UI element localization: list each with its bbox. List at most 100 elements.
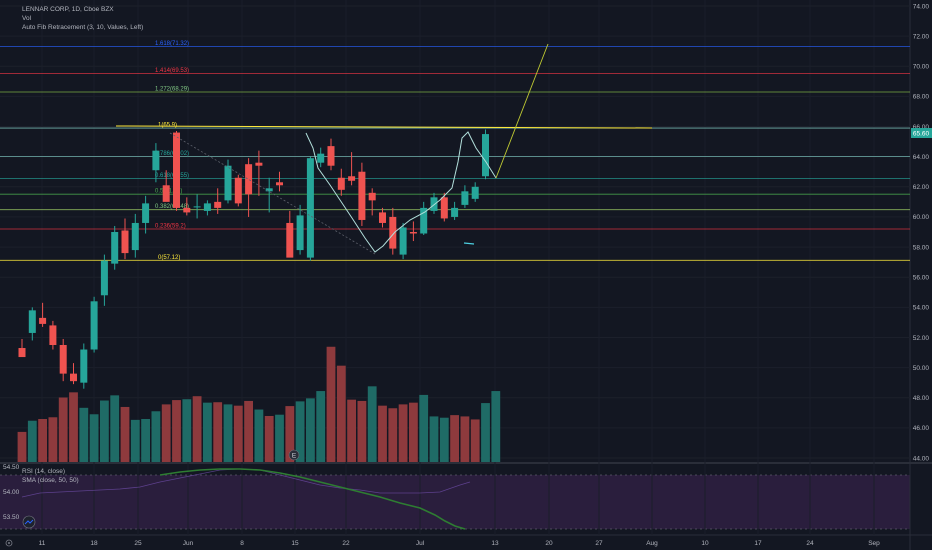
candle (142, 195, 150, 234)
time-tick-label: 27 (595, 540, 603, 547)
sma-line (159, 468, 466, 530)
candle-body (49, 325, 57, 345)
volume-bar (367, 386, 377, 462)
sma-legend[interactable]: SMA (close, 50, 50) (22, 477, 79, 484)
candle (234, 174, 242, 207)
price-tick-label: 58.00 (913, 244, 930, 251)
drawings[interactable] (115, 43, 653, 255)
rsi-legend[interactable]: RSI (14, close) (22, 468, 65, 475)
candle-body (80, 349, 88, 383)
price-tick-label: 52.00 (913, 335, 930, 342)
small-mark[interactable] (463, 242, 475, 245)
candle-body (358, 171, 366, 220)
candle-body (245, 164, 253, 195)
time-axis[interactable]: 11 18 25 Jun 8 15 22 Jul 13 20 27 Aug 10 17 24 Sep (39, 540, 881, 547)
candle-body (152, 150, 160, 171)
candle-body (121, 230, 129, 254)
candle-body (409, 232, 417, 234)
candle-body (337, 177, 345, 190)
candle-body (203, 203, 211, 211)
time-tick-label: Aug (646, 540, 658, 547)
time-tick-label: 10 (701, 540, 709, 547)
candle-body (440, 197, 448, 219)
candle-body (471, 186, 479, 199)
time-tick-label: 22 (342, 540, 350, 547)
candle (193, 194, 201, 219)
candle (399, 222, 407, 260)
fib-level-label: 0(57.12) (158, 255, 180, 261)
rsi-band (0, 475, 910, 529)
volume-bar (79, 407, 89, 462)
price-tick-label: 72.00 (913, 33, 930, 40)
candle-body (276, 182, 283, 186)
fib-level-label: 0.382(60.48) (155, 204, 189, 210)
fib-level-label: 0.618(62.55) (155, 173, 189, 179)
candle (245, 158, 253, 217)
time-tick-label: 25 (134, 540, 142, 547)
candle-body (286, 222, 294, 258)
time-tick-label: Jul (416, 540, 425, 547)
time-tick-label: 20 (545, 540, 553, 547)
volume-bar (316, 391, 326, 462)
time-tick-label: 18 (90, 540, 98, 547)
candle-body (296, 215, 304, 251)
legend-vol[interactable]: Vol (22, 15, 32, 22)
volume-bar (264, 415, 274, 462)
candle (430, 192, 438, 214)
price-tick-label: 70.00 (913, 64, 930, 71)
fib-level-label: 0.236(59.2) (155, 223, 186, 229)
candle-body (399, 227, 407, 255)
current-price-tag-bg (911, 128, 932, 138)
price-tick-label: 62.00 (913, 184, 930, 191)
candle (59, 338, 67, 382)
candle (368, 188, 376, 216)
volume-bar (141, 419, 150, 462)
price-axis[interactable]: 74.00 72.00 70.00 68.00 66.00 64.00 62.00 60.00… (913, 3, 930, 462)
candle (379, 207, 386, 228)
price-tick-label: 68.00 (913, 94, 930, 101)
candle-body (162, 185, 170, 202)
volume-bar (120, 406, 130, 462)
candle (18, 338, 26, 358)
fib-retracement[interactable]: 1.618(71.32) 1.414(69.53) 1.272(68.29) 1(65… (0, 41, 910, 261)
price-tick-label: 64.00 (913, 154, 930, 161)
candle-body (224, 165, 232, 201)
rsi-tick-label: 53.50 (3, 514, 20, 521)
volume-bar (27, 420, 37, 462)
volume-bar (450, 415, 459, 462)
volume-bar (460, 416, 470, 462)
volume-bar (17, 431, 27, 462)
candle-body (142, 203, 150, 223)
candle (70, 363, 77, 385)
legend-fib-indicator[interactable]: Auto Fib Retracement (3, 10, Values, Lef… (22, 24, 143, 31)
price-tick-label: 74.00 (913, 3, 930, 10)
volume-bar (244, 400, 253, 462)
volume-bar (470, 419, 480, 462)
volume-bar (481, 403, 490, 462)
candle (409, 221, 417, 242)
candle-body (379, 212, 386, 223)
settings-icon[interactable] (5, 539, 13, 547)
candle (461, 185, 469, 208)
fib-level-label: 1(65.9) (158, 123, 177, 129)
volume-bar (357, 400, 367, 462)
candle (203, 200, 211, 216)
candle (276, 171, 283, 192)
candle (131, 213, 139, 258)
candle-body (173, 132, 180, 208)
volume-bar (254, 409, 264, 462)
projection-line[interactable] (495, 43, 549, 179)
legend-symbol[interactable]: LENNAR CORP, 1D, Cboe BZX (22, 6, 114, 13)
price-tick-label: 66.00 (913, 124, 930, 131)
earnings-icon[interactable]: E (288, 449, 300, 461)
pattern-curve[interactable] (305, 131, 497, 253)
candle-body (327, 146, 335, 166)
volume-bar (38, 419, 47, 462)
volume-bar (223, 404, 233, 462)
resistance-trendline[interactable] (115, 125, 653, 129)
candle (296, 204, 304, 255)
price-tick-label: 44.00 (913, 455, 930, 462)
rsi-lines (21, 468, 471, 530)
